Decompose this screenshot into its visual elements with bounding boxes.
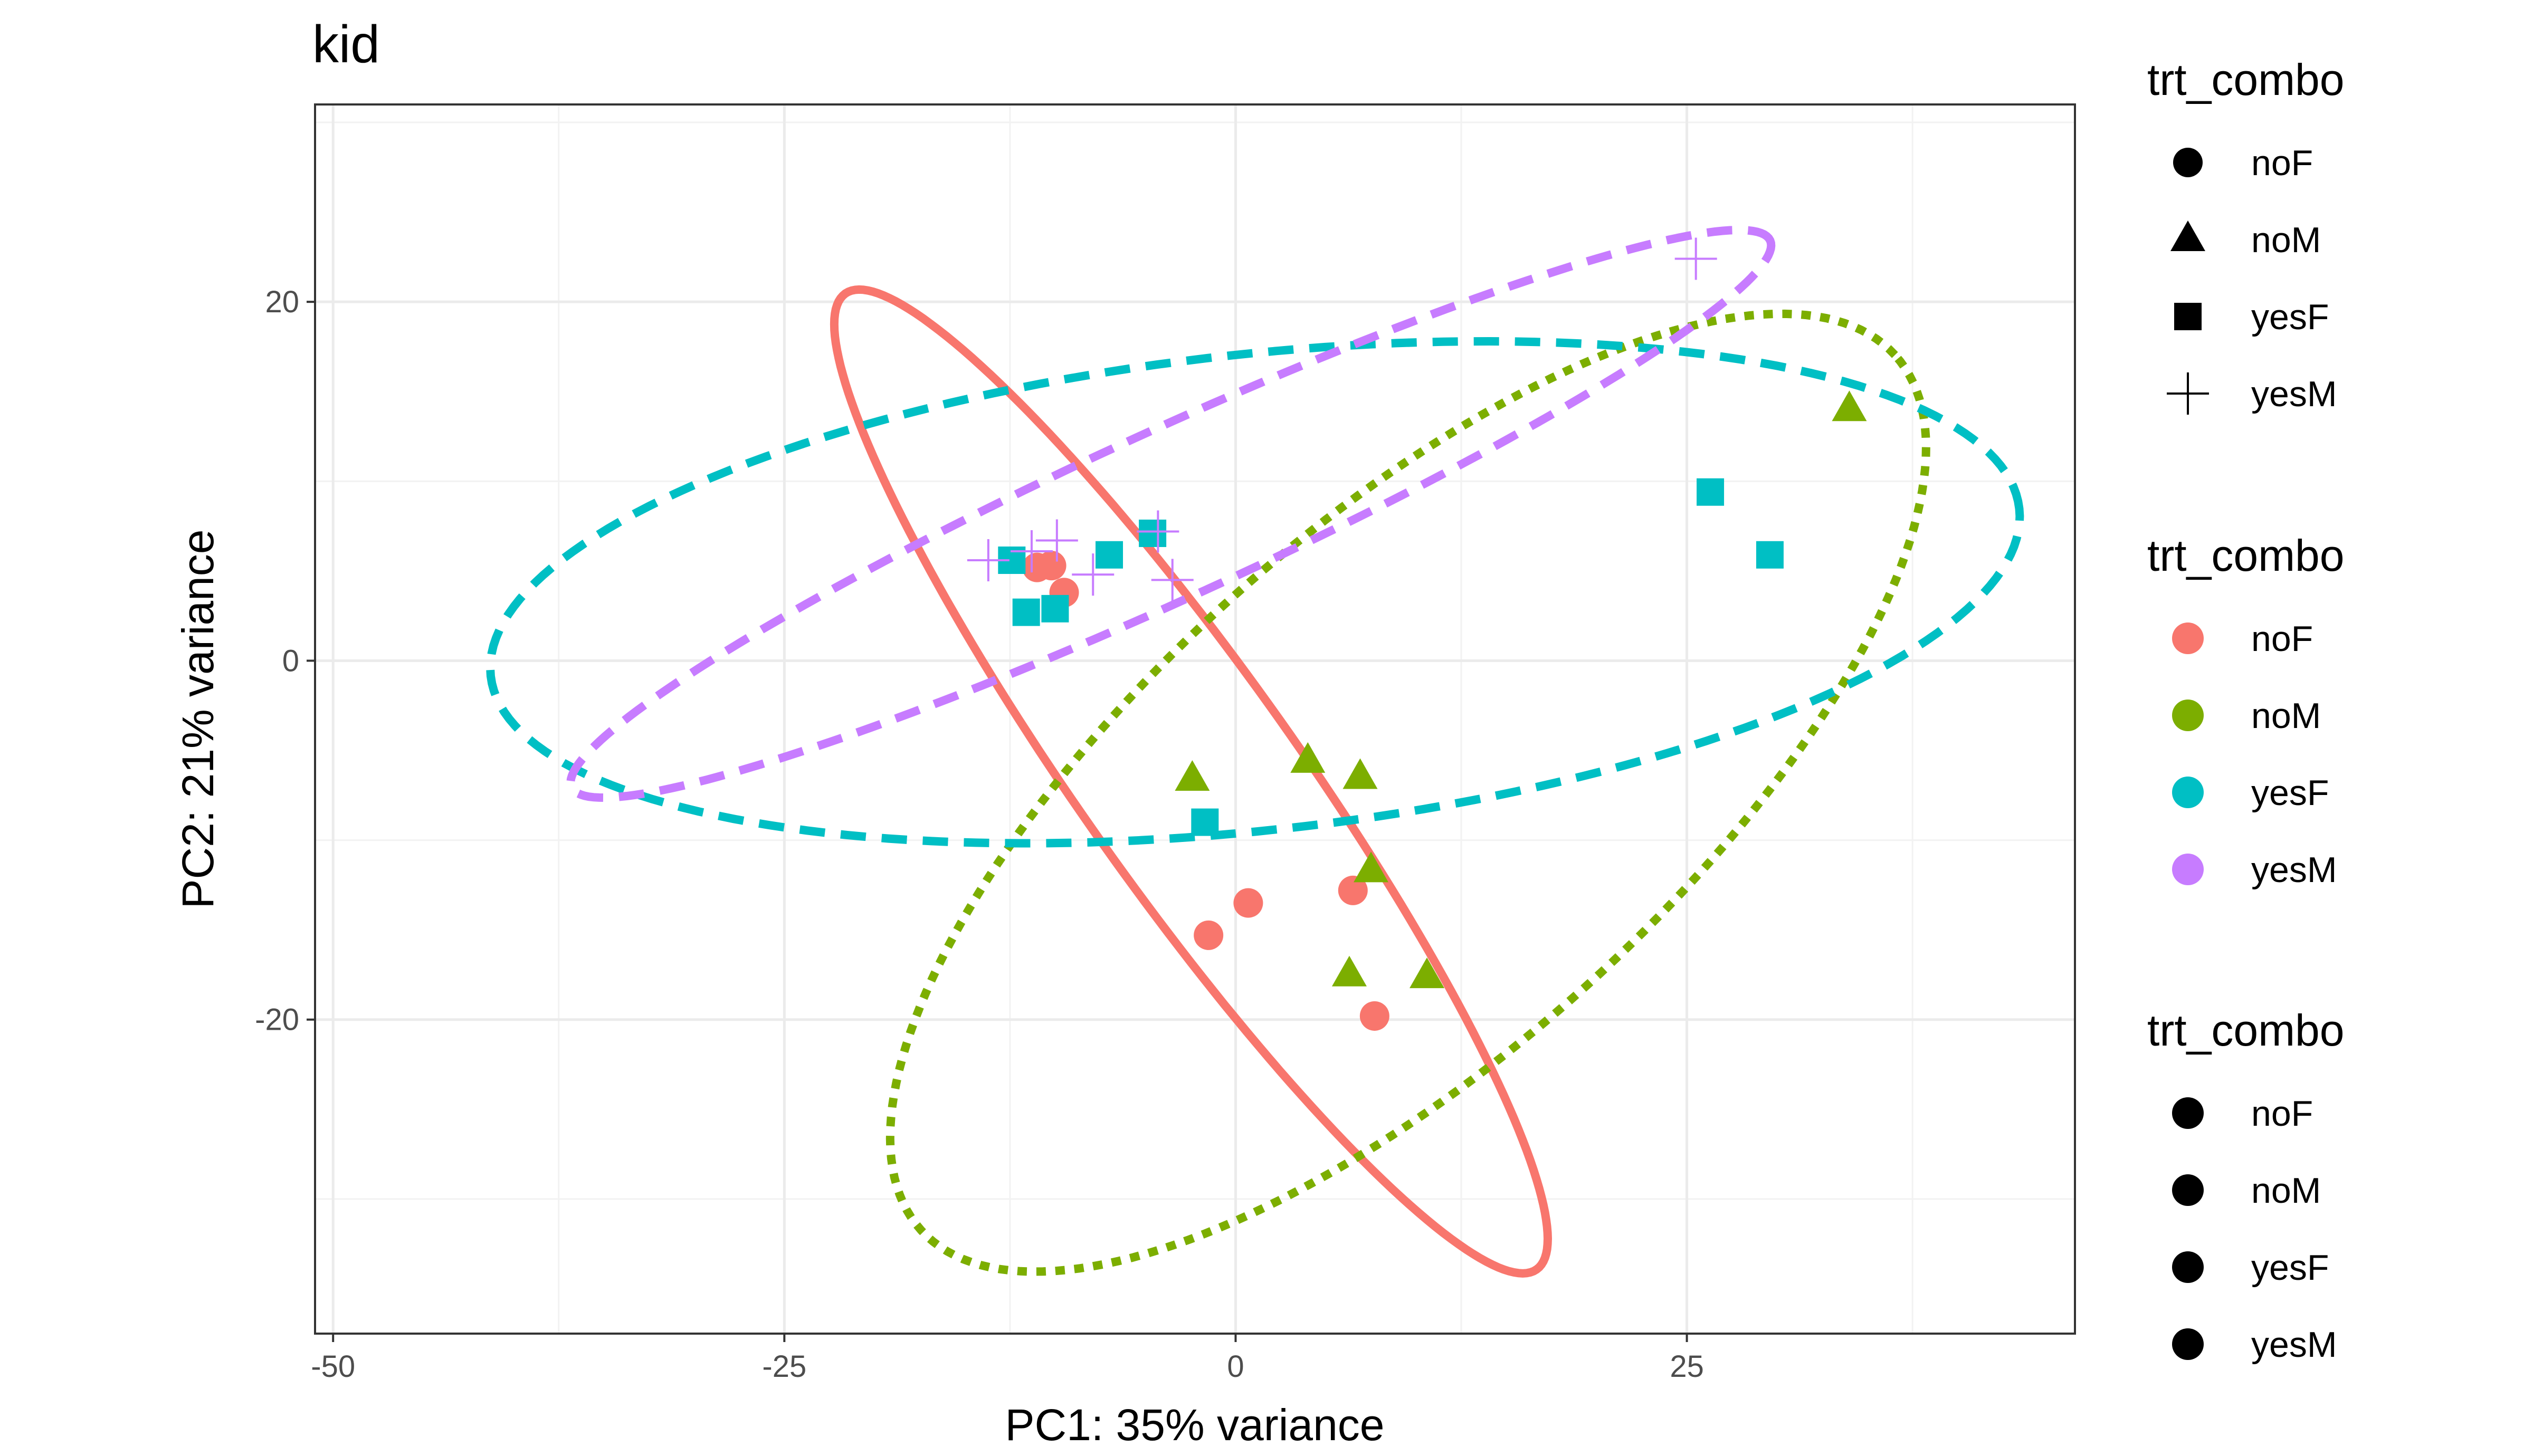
point-yesF: [1041, 595, 1069, 622]
legend-label: noF: [2251, 619, 2313, 659]
legend-key-noF: [2172, 1097, 2204, 1129]
legend-label: noM: [2251, 1171, 2321, 1211]
legend-label: noM: [2251, 220, 2321, 260]
y-tick-label: -20: [255, 1003, 299, 1037]
plot-border: [314, 103, 2076, 1335]
ellipse-noM: [885, 309, 1930, 1276]
legend-label: yesM: [2251, 374, 2337, 414]
x-tick-label: 25: [1670, 1349, 1704, 1384]
point-yesF: [1139, 519, 1167, 547]
legend-key-yesM: [2172, 854, 2204, 885]
point-noM: [1331, 955, 1367, 986]
legend-key-yesF: [2174, 303, 2202, 330]
legend-label: noM: [2251, 696, 2321, 736]
point-noM: [1175, 760, 1210, 791]
plot-panel: [315, 104, 2075, 1334]
point-yesF: [1756, 541, 1784, 569]
x-axis-title: PC1: 35% variance: [1005, 1400, 1384, 1450]
confidence-ellipses: [486, 226, 2024, 1278]
legend-key-yesM: [2172, 1328, 2204, 1360]
point-yesM: [1072, 553, 1115, 596]
legend-key-noF: [2173, 148, 2203, 177]
legend-key-noM: [2172, 1174, 2204, 1206]
point-yesM: [1010, 530, 1053, 572]
x-tick-label: -25: [762, 1349, 806, 1384]
legend-key-noF: [2172, 622, 2204, 654]
y-tick-label: 20: [265, 285, 299, 319]
point-yesM: [1674, 237, 1717, 280]
y-axis: -20 0 20: [255, 285, 315, 1037]
legend-label: noF: [2251, 1094, 2313, 1134]
legend-title: trt_combo: [2147, 55, 2345, 104]
x-tick-label: -50: [311, 1349, 355, 1384]
legend-title: trt_combo: [2147, 1005, 2345, 1055]
grid-major: [315, 104, 2075, 1334]
legend-label: yesM: [2251, 1325, 2337, 1365]
legend-color: trt_combo noF noM yesF yesM: [2147, 531, 2345, 890]
x-tick-label: 0: [1227, 1349, 1244, 1384]
legend-label: yesF: [2251, 297, 2329, 337]
legend-label: yesM: [2251, 850, 2337, 890]
plot-title: kid: [312, 15, 380, 74]
point-yesM: [1151, 559, 1194, 601]
point-noM: [1832, 390, 1867, 422]
point-noM: [1410, 957, 1445, 989]
point-yesF: [1697, 478, 1725, 506]
point-noF: [1338, 875, 1368, 905]
ellipse-yesM: [566, 226, 1776, 802]
point-noF: [1359, 1001, 1389, 1031]
legend-key-yesF: [2172, 777, 2204, 808]
legend-key-noM: [2172, 700, 2204, 731]
point-yesF: [1191, 808, 1219, 836]
point-noM: [1290, 742, 1326, 773]
point-noM: [1354, 851, 1388, 883]
point-yesM: [1137, 510, 1179, 553]
legend-title: trt_combo: [2147, 531, 2345, 580]
legend-key-yesM: [2167, 372, 2209, 415]
ellipse-yesF: [486, 337, 2024, 848]
y-tick-label: 0: [282, 644, 299, 678]
legends: trt_combo noF noM yesF yesM trt_combo noF noM ye…: [2147, 55, 2345, 1365]
point-noF: [1233, 888, 1263, 918]
legend-label: noF: [2251, 143, 2313, 183]
legend-key-yesF: [2172, 1251, 2204, 1283]
ellipse-noF: [830, 285, 1553, 1278]
data-points: [967, 237, 1867, 1031]
legend-label: yesF: [2251, 1248, 2329, 1288]
legend-key-noM: [2170, 221, 2205, 251]
legend-shape: trt_combo noF noM yesF yesM: [2147, 55, 2345, 415]
plot-area: [314, 103, 2076, 1335]
legend-linetype: trt_combo noF noM yesF yesM: [2147, 1005, 2345, 1365]
point-yesM: [1035, 519, 1078, 562]
y-axis-title: PC2: 21% variance: [173, 529, 223, 908]
point-yesF: [1096, 541, 1123, 569]
point-noF: [1194, 920, 1224, 950]
legend-label: yesF: [2251, 773, 2329, 813]
point-yesF: [1012, 598, 1040, 626]
point-noM: [1342, 758, 1378, 789]
point-noF: [1036, 551, 1066, 581]
x-axis: -50 -25 0 25: [311, 1334, 1704, 1384]
point-yesM: [967, 539, 1010, 581]
